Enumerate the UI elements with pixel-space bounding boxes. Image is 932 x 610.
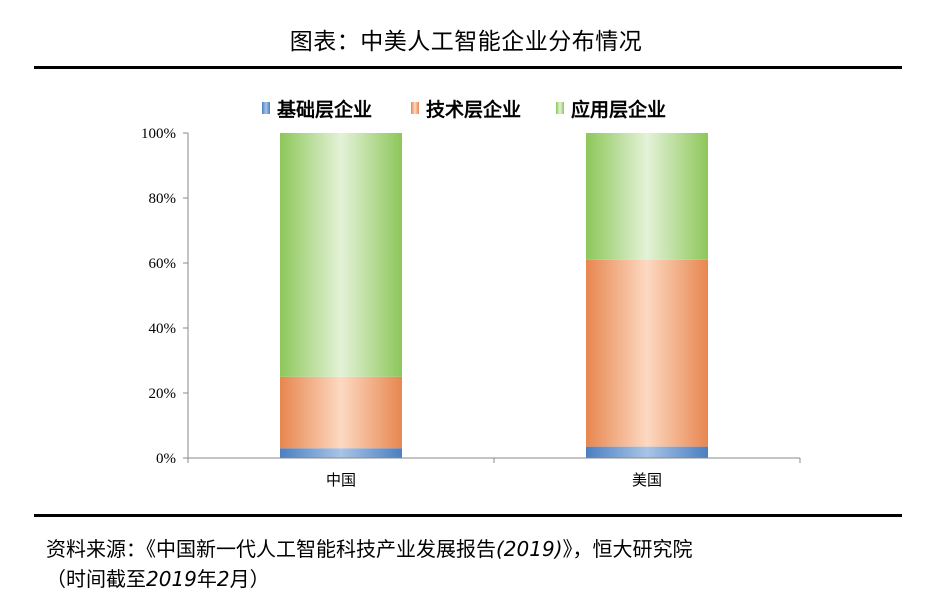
bar-segment: [280, 448, 402, 458]
top-rule: [34, 66, 902, 69]
y-tick-label: 80%: [149, 191, 177, 207]
y-axis: 0% 20% 40% 60% 80% 100%: [141, 126, 189, 467]
legend-swatch: [411, 102, 419, 114]
x-tick-label: 中国: [326, 471, 356, 489]
legend-label: 基础层企业: [276, 98, 372, 121]
bars: [280, 133, 708, 458]
source-note: 资料来源：《中国新一代人工智能科技产业发展报告(2019)》，恒大研究院 （时间…: [46, 534, 906, 594]
legend-swatch: [262, 102, 270, 114]
source-prefix: 资料来源：《中国新一代人工智能科技产业发展报告: [46, 537, 496, 561]
y-tick-label: 20%: [149, 386, 177, 402]
bar-segment: [586, 446, 708, 458]
source-mid: 》，恒大研究院: [562, 537, 693, 561]
source-mid2: 年: [196, 567, 217, 591]
bottom-rule: [34, 514, 902, 517]
legend-label: 应用层企业: [571, 98, 666, 121]
bar-segment: [280, 133, 402, 377]
legend-label: 技术层企业: [426, 98, 521, 121]
y-tick-label: 0%: [156, 451, 176, 467]
chart-title: 图表：中美人工智能企业分布情况: [289, 29, 643, 55]
x-axis: 中国 美国: [187, 457, 801, 489]
y-tick-label: 40%: [149, 321, 177, 337]
bar-segment: [586, 259, 708, 447]
y-tick-label: 100%: [141, 126, 176, 142]
y-tick-label: 60%: [149, 256, 177, 272]
source-year2: 2019: [146, 567, 197, 591]
source-paren-close: 月）: [229, 567, 270, 591]
source-year: (2019): [496, 537, 563, 561]
chart-legend: 基础层企业 技术层企业 应用层企业: [262, 98, 666, 121]
legend-swatch: [556, 102, 564, 114]
source-month: 2: [216, 567, 230, 591]
x-tick-label: 美国: [632, 471, 662, 489]
bar-segment: [280, 376, 402, 449]
source-paren-open: （时间截至: [46, 567, 146, 591]
bar-segment: [586, 133, 708, 260]
